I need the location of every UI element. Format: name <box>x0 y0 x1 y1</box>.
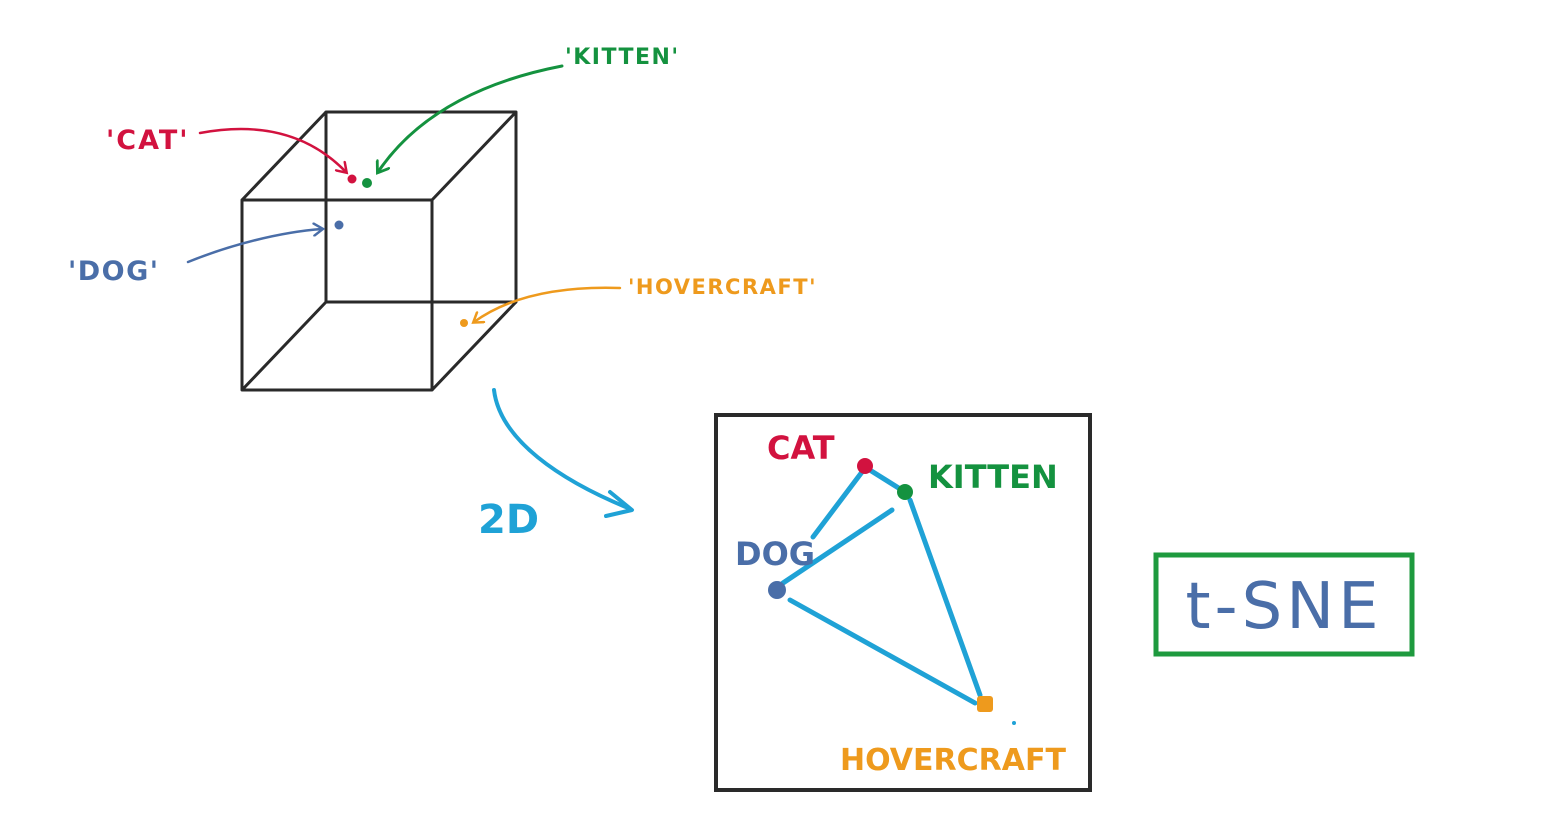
cat-pointer-arrow <box>198 127 346 172</box>
cube-edge <box>430 300 518 392</box>
cube-back-face <box>324 110 518 304</box>
link-kitten-hovercraft <box>907 497 983 698</box>
cube-label-dog: 'DOG' <box>68 256 160 287</box>
kitten-pointer-arrow <box>378 64 564 172</box>
cube-point-dog <box>334 220 344 230</box>
plot-label-kitten: KITTEN <box>928 458 1058 496</box>
link-cat-dog <box>810 469 865 540</box>
plot-2d-frame <box>714 413 1092 792</box>
dog-pointer-arrow <box>186 229 322 264</box>
cube-label-kitten: 'KITTEN' <box>565 45 680 70</box>
cube-edge <box>240 110 328 202</box>
cube-label-cat: 'CAT' <box>106 125 190 156</box>
projection-arrow-head <box>604 490 634 518</box>
method-box <box>1153 552 1415 657</box>
cube-wireframe <box>240 110 518 392</box>
plot-point-dog <box>768 581 786 599</box>
cube-edge <box>430 110 518 202</box>
projection-label: 2D <box>478 497 539 543</box>
hovercraft-pointer-arrow <box>474 286 622 322</box>
plot-point-cat <box>857 458 873 474</box>
cube-point-kitten <box>362 178 372 188</box>
link-kitten-dog <box>780 507 895 586</box>
cube-edge <box>240 300 328 392</box>
plot-label-dog: DOG <box>735 535 815 573</box>
plot-speck <box>1012 721 1016 725</box>
link-dog-hovercraft <box>787 597 978 706</box>
cube-point-cat <box>347 174 357 184</box>
plot-point-kitten <box>897 484 913 500</box>
plot-label-hovercraft: HOVERCRAFT <box>840 743 1066 778</box>
plot-point-hovercraft <box>977 696 993 712</box>
cube-label-hovercraft: 'HOVERCRAFT' <box>628 275 817 299</box>
cube-point-hovercraft <box>460 319 468 327</box>
plot-2d-links <box>780 464 983 706</box>
cube-front-face <box>240 198 434 392</box>
projection-arrow <box>492 388 630 510</box>
method-label: t-SNE <box>1185 570 1382 644</box>
plot-label-cat: CAT <box>767 429 835 467</box>
